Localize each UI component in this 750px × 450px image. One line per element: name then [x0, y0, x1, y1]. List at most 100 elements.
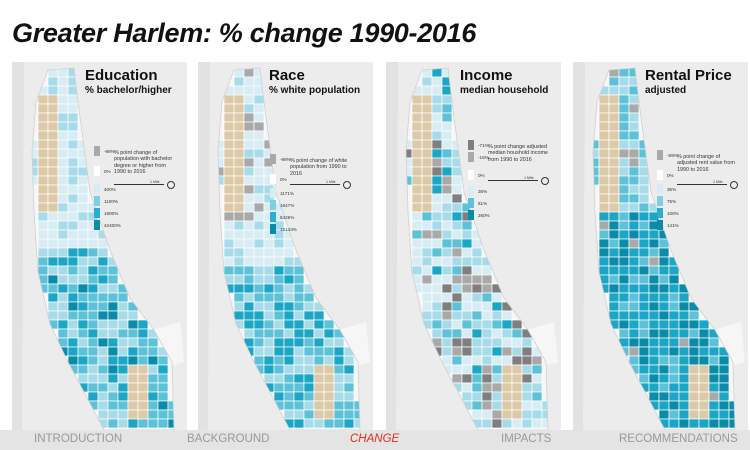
legend-class-6: 260% — [468, 210, 490, 220]
legend-value: 100% — [667, 210, 679, 216]
scale-bar — [677, 184, 727, 185]
map-panel-race: Race % white population -98% 0% 1171% 18… — [198, 62, 373, 430]
legend-class-2: 0% — [270, 174, 287, 184]
north-arrow-icon — [167, 181, 175, 189]
legend-class-2: -16% — [468, 152, 489, 162]
scale-bar — [488, 180, 538, 181]
panel-title: Education — [85, 67, 158, 84]
legend-swatch — [270, 174, 276, 184]
legend-swatch — [468, 186, 474, 196]
legend-class-3: 400% — [94, 184, 116, 194]
legend-class-4: 1847% — [270, 200, 294, 210]
legend-class-3: 35% — [657, 184, 676, 194]
legend-class-4: 36% — [468, 186, 487, 196]
legend-swatch — [94, 146, 100, 156]
scale-bar — [114, 184, 164, 185]
north-arrow-icon — [343, 181, 351, 189]
scale-bar — [290, 184, 340, 185]
legend-swatch — [468, 140, 474, 150]
legend-value: 1100% — [104, 198, 118, 204]
legend-value: 35% — [667, 186, 677, 192]
legend-value: -98% — [104, 148, 115, 154]
nav-change[interactable]: CHANGE — [350, 433, 400, 445]
north-arrow-icon — [730, 181, 738, 189]
panel-title: Income — [460, 67, 513, 84]
scale-label: 1 Mile — [713, 180, 723, 184]
legend-swatch — [657, 184, 663, 194]
north-arrow-icon — [541, 177, 549, 185]
legend-class-4: 1100% — [94, 196, 118, 206]
legend-class-1: -98% — [270, 154, 291, 164]
page-title: Greater Harlem: % change 1990-2016 — [12, 18, 477, 48]
scale-label: 1 Mile — [524, 176, 534, 180]
legend-class-5: 100% — [657, 208, 679, 218]
legend-swatch — [468, 170, 474, 180]
legend-swatch — [270, 224, 276, 234]
legend-value: 141% — [667, 222, 679, 228]
nav-impacts[interactable]: IMPACTS — [501, 433, 552, 445]
scale-label: 1 Mile — [150, 180, 160, 184]
legend-value: 1800% — [104, 210, 119, 216]
legend-swatch — [270, 188, 276, 198]
legend-value: 1847% — [280, 202, 295, 208]
legend-value: 0% — [478, 172, 485, 178]
legend-value: 0% — [280, 176, 287, 182]
legend-swatch — [468, 198, 474, 208]
legend-value: 15143% — [280, 226, 297, 232]
legend-swatch — [94, 220, 100, 230]
legend-class-1: -71% — [468, 140, 489, 150]
panel-title: Rental Price — [645, 67, 732, 84]
legend-swatch — [657, 196, 663, 206]
legend-class-5: 5425% — [270, 212, 294, 222]
legend-description: % point change of adjusted rent value fr… — [677, 154, 735, 173]
panel-title: Race — [269, 67, 305, 84]
legend-class-1: -98% — [94, 146, 115, 156]
legend-swatch — [270, 154, 276, 164]
legend-value: 5425% — [280, 214, 295, 220]
map-panel-education: Education % bachelor/higher -98% 0% 400%… — [12, 62, 187, 430]
legend-swatch — [94, 166, 100, 176]
legend-value: -16% — [478, 154, 489, 160]
legend-value: 61% — [478, 200, 488, 206]
legend-class-6: 141% — [657, 220, 679, 230]
legend-class-4: 75% — [657, 196, 676, 206]
legend-value: 400% — [104, 186, 116, 192]
panel-subtitle: adjusted — [645, 85, 687, 96]
legend-description: % point change of population with bachel… — [114, 150, 173, 175]
legend-swatch — [468, 152, 474, 162]
legend-description: % point change of white population from … — [290, 158, 348, 177]
choropleth-map-income — [386, 62, 561, 430]
map-legend: -59% 0% 35% 75% 100% 141% % point change… — [657, 150, 747, 240]
choropleth-map-race — [198, 62, 373, 430]
map-legend: -98% 0% 400% 1100% 1800% 42400% % point … — [94, 146, 184, 236]
legend-class-5: 61% — [468, 198, 487, 208]
legend-description: % point change adjusted median houshold … — [488, 144, 548, 163]
nav-recommendations[interactable]: RECOMMENDATIONS — [619, 433, 738, 445]
legend-swatch — [94, 184, 100, 194]
map-panel-rental-price: Rental Price adjusted -59% 0% 35% 75% 10… — [573, 62, 748, 430]
legend-value: 42400% — [104, 222, 121, 228]
nav-background[interactable]: BACKGROUND — [187, 433, 270, 445]
legend-value: 0% — [104, 168, 111, 174]
legend-value: -98% — [280, 156, 291, 162]
legend-class-2: 0% — [94, 166, 111, 176]
panel-subtitle: % bachelor/higher — [85, 85, 172, 96]
legend-class-3: 0% — [468, 170, 485, 180]
legend-value: 75% — [667, 198, 677, 204]
legend-class-5: 1800% — [94, 208, 118, 218]
legend-class-3: 1171% — [270, 188, 294, 198]
legend-value: -71% — [478, 142, 489, 148]
legend-value: 0% — [667, 172, 674, 178]
panel-subtitle: median household — [460, 85, 549, 96]
map-legend: -71% -16% 0% 36% 61% 260% % point change… — [468, 140, 558, 230]
scale-label: 1 Mile — [326, 180, 336, 184]
legend-swatch — [657, 208, 663, 218]
legend-class-2: 0% — [657, 170, 674, 180]
legend-swatch — [657, 220, 663, 230]
legend-class-6: 15143% — [270, 224, 297, 234]
legend-swatch — [270, 212, 276, 222]
legend-swatch — [468, 210, 474, 220]
legend-swatch — [657, 150, 663, 160]
nav-introduction[interactable]: INTRODUCTION — [34, 433, 123, 445]
legend-value: 260% — [478, 212, 490, 218]
